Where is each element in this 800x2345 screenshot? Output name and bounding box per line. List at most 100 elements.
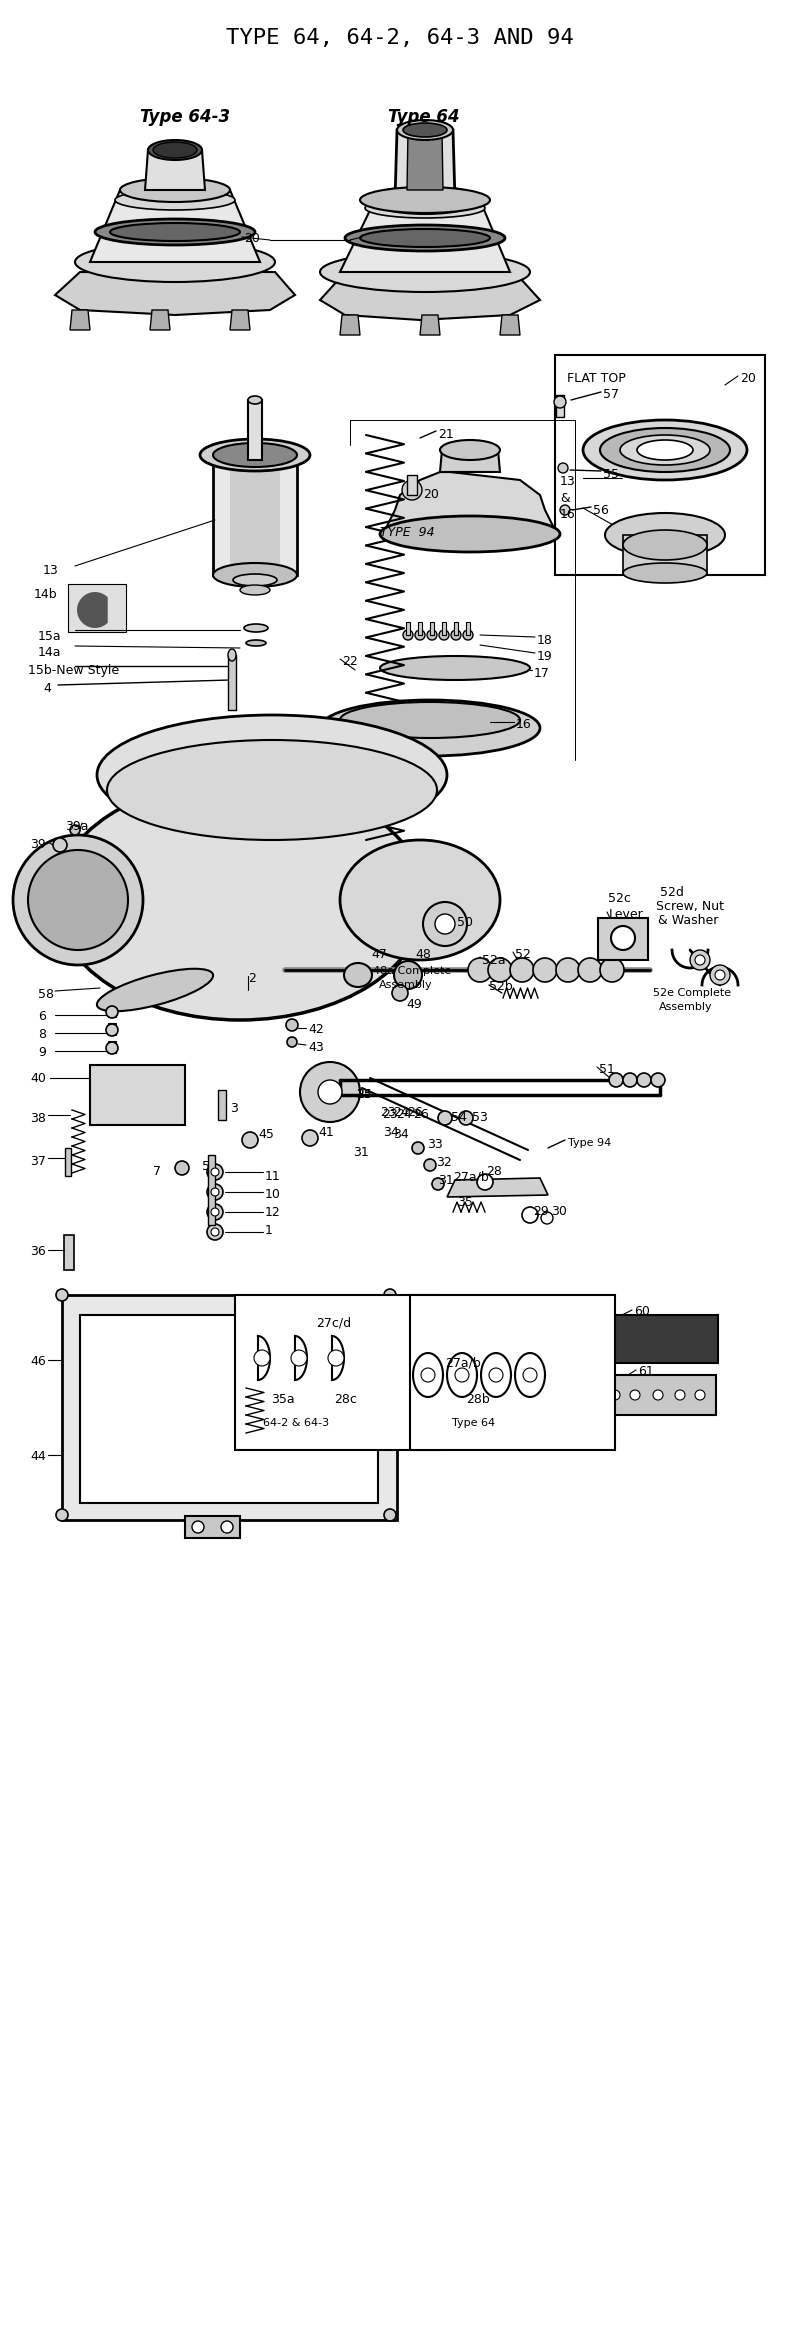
Polygon shape xyxy=(447,1177,548,1196)
Ellipse shape xyxy=(360,188,490,213)
Text: Type 94: Type 94 xyxy=(568,1137,611,1149)
Text: Assembly: Assembly xyxy=(659,1001,713,1013)
Circle shape xyxy=(221,1522,233,1534)
Circle shape xyxy=(653,1391,663,1400)
Polygon shape xyxy=(90,190,260,263)
Circle shape xyxy=(106,1006,118,1018)
Text: 36: 36 xyxy=(30,1245,46,1257)
Ellipse shape xyxy=(340,701,520,739)
Text: Type 64: Type 64 xyxy=(388,108,460,127)
Text: 29: 29 xyxy=(533,1205,549,1217)
Text: 8: 8 xyxy=(38,1027,46,1041)
Text: 42: 42 xyxy=(308,1022,324,1036)
Text: 58: 58 xyxy=(38,987,54,1001)
Circle shape xyxy=(432,1177,444,1189)
Text: 41: 41 xyxy=(318,1126,334,1140)
Ellipse shape xyxy=(240,584,270,596)
Ellipse shape xyxy=(320,251,530,293)
Circle shape xyxy=(211,1208,219,1217)
Text: 49: 49 xyxy=(406,999,422,1011)
Circle shape xyxy=(287,1036,297,1046)
Polygon shape xyxy=(395,129,455,199)
FancyBboxPatch shape xyxy=(406,621,410,635)
Circle shape xyxy=(56,1508,68,1522)
Text: 25: 25 xyxy=(356,1088,372,1102)
Ellipse shape xyxy=(620,436,710,464)
Circle shape xyxy=(421,1367,435,1381)
Text: Assembly: Assembly xyxy=(379,980,433,990)
Ellipse shape xyxy=(488,959,512,983)
Circle shape xyxy=(554,396,566,408)
FancyBboxPatch shape xyxy=(108,1041,116,1053)
Text: 34: 34 xyxy=(383,1126,398,1140)
Text: 57: 57 xyxy=(603,387,619,401)
Circle shape xyxy=(207,1224,223,1241)
Circle shape xyxy=(651,1074,665,1088)
FancyBboxPatch shape xyxy=(248,401,262,460)
Text: 16: 16 xyxy=(516,718,532,732)
Text: TYPE 64, 64-2, 64-3 AND 94: TYPE 64, 64-2, 64-3 AND 94 xyxy=(226,28,574,47)
Ellipse shape xyxy=(120,178,230,202)
Circle shape xyxy=(459,1112,473,1126)
Circle shape xyxy=(302,1130,318,1147)
Text: 44: 44 xyxy=(30,1449,46,1463)
Text: 3: 3 xyxy=(230,1102,238,1114)
Circle shape xyxy=(435,915,455,933)
Text: 43: 43 xyxy=(308,1041,324,1053)
Ellipse shape xyxy=(244,624,268,633)
Text: 52d: 52d xyxy=(660,886,684,898)
Circle shape xyxy=(623,1074,637,1088)
FancyBboxPatch shape xyxy=(64,1236,74,1271)
Text: 12: 12 xyxy=(265,1205,281,1219)
Text: 13: 13 xyxy=(43,565,58,577)
Text: 1: 1 xyxy=(265,1224,273,1238)
Text: 48: 48 xyxy=(415,947,431,961)
Text: 52c: 52c xyxy=(608,891,631,905)
Text: 20: 20 xyxy=(244,232,260,244)
Text: 27a/b: 27a/b xyxy=(453,1170,489,1184)
Circle shape xyxy=(384,1508,396,1522)
FancyBboxPatch shape xyxy=(90,1065,185,1126)
Ellipse shape xyxy=(345,225,505,251)
Text: 35: 35 xyxy=(457,1196,473,1210)
FancyBboxPatch shape xyxy=(623,535,707,572)
FancyBboxPatch shape xyxy=(185,1515,240,1538)
Text: 31: 31 xyxy=(438,1175,454,1187)
Polygon shape xyxy=(598,917,648,959)
Circle shape xyxy=(489,1367,503,1381)
Text: 15a: 15a xyxy=(38,631,62,643)
Ellipse shape xyxy=(397,120,453,141)
Circle shape xyxy=(558,462,568,474)
Text: 18: 18 xyxy=(537,633,553,647)
Circle shape xyxy=(192,1522,204,1534)
Text: 52b: 52b xyxy=(489,980,513,992)
Text: 26: 26 xyxy=(413,1107,429,1121)
FancyBboxPatch shape xyxy=(230,455,280,565)
FancyBboxPatch shape xyxy=(62,1294,397,1520)
Circle shape xyxy=(541,1212,553,1224)
Circle shape xyxy=(439,631,449,640)
Circle shape xyxy=(384,1290,396,1301)
Ellipse shape xyxy=(468,959,492,983)
FancyBboxPatch shape xyxy=(65,1149,71,1175)
Ellipse shape xyxy=(233,575,277,586)
Ellipse shape xyxy=(213,443,297,467)
Ellipse shape xyxy=(403,122,447,136)
Circle shape xyxy=(106,1041,118,1053)
Ellipse shape xyxy=(13,835,143,966)
Ellipse shape xyxy=(533,959,557,983)
Circle shape xyxy=(70,825,80,835)
Text: 50: 50 xyxy=(457,917,473,929)
Text: 51: 51 xyxy=(599,1062,615,1076)
Circle shape xyxy=(207,1184,223,1201)
Text: Type 64-3: Type 64-3 xyxy=(140,108,230,127)
Circle shape xyxy=(56,1290,68,1301)
Circle shape xyxy=(211,1168,219,1175)
Text: 54: 54 xyxy=(451,1112,467,1123)
Ellipse shape xyxy=(213,563,297,586)
Polygon shape xyxy=(145,150,205,190)
Circle shape xyxy=(477,1175,493,1189)
Text: 46: 46 xyxy=(30,1355,46,1367)
Ellipse shape xyxy=(394,961,422,990)
Polygon shape xyxy=(385,471,555,530)
